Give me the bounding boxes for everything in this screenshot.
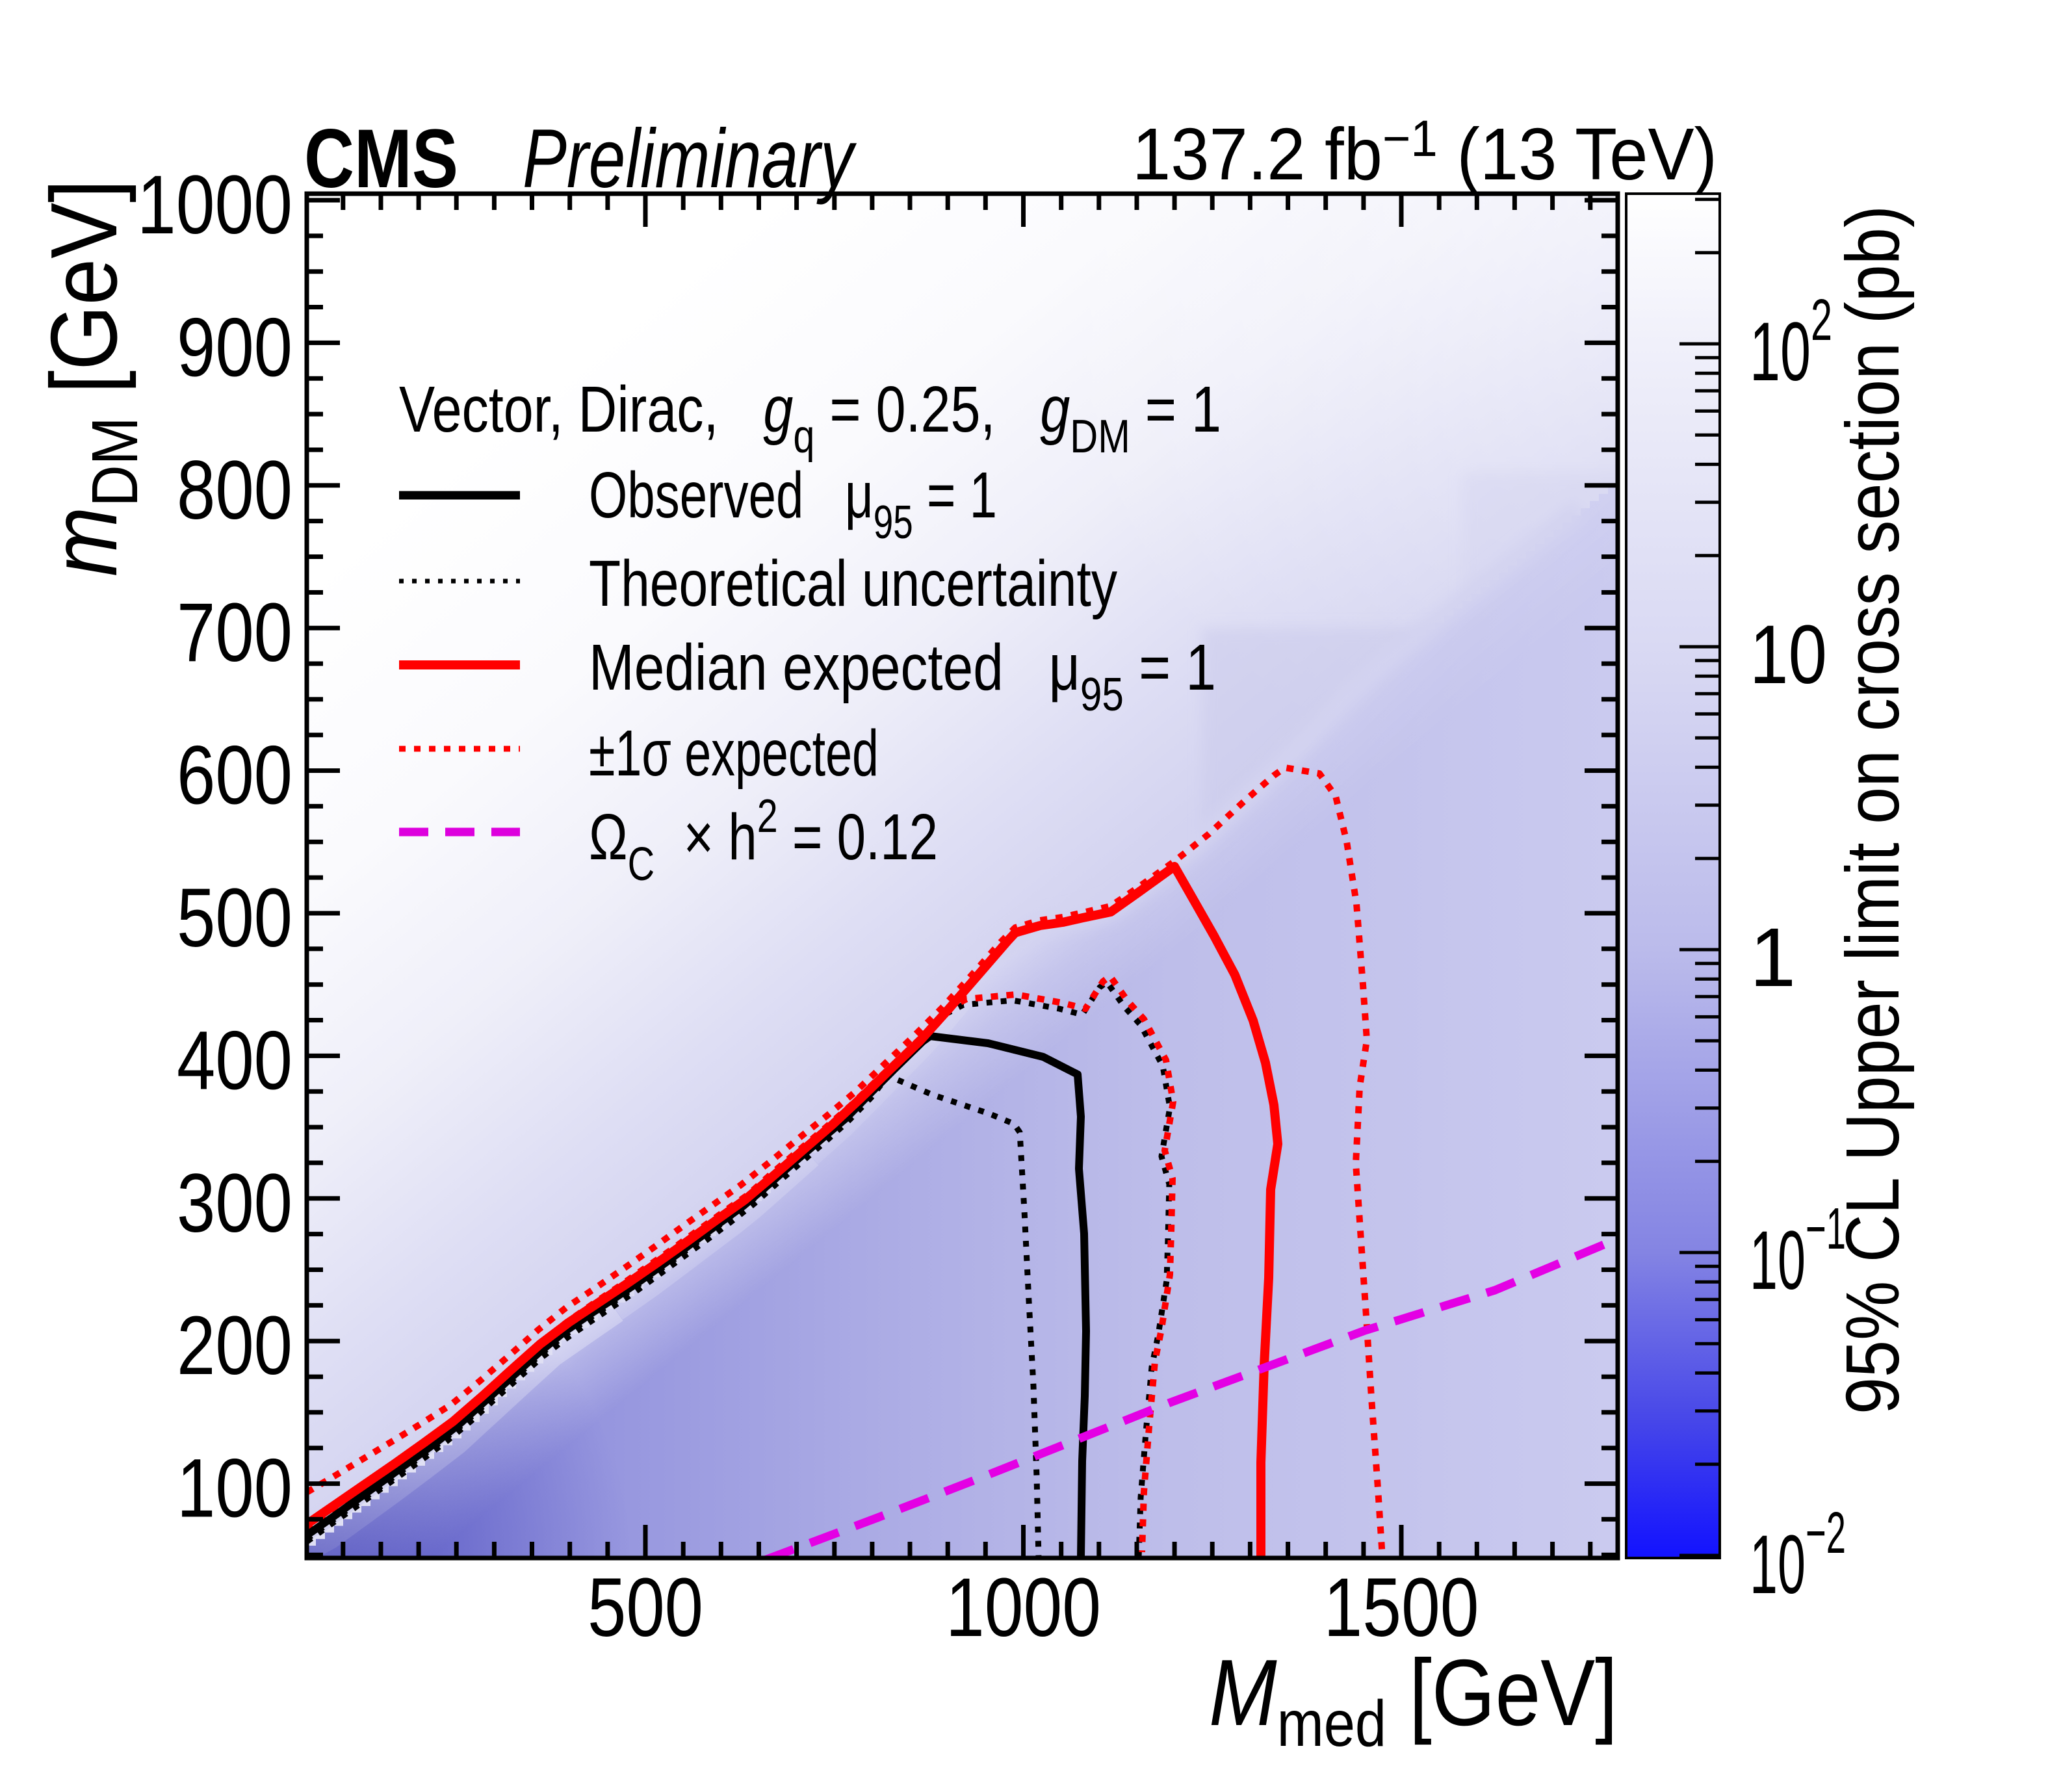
svg-text:10: 10 <box>1750 608 1827 701</box>
svg-text:CMS: CMS <box>304 112 458 205</box>
svg-text:Mmed [GeV]: Mmed [GeV] <box>1209 1640 1618 1760</box>
svg-text:Preliminary: Preliminary <box>523 112 857 205</box>
svg-text:900: 900 <box>177 301 292 394</box>
svg-text:200: 200 <box>177 1299 292 1392</box>
svg-text:102: 102 <box>1750 288 1832 398</box>
svg-text:800: 800 <box>177 444 292 537</box>
svg-text:95% CL Upper limit on cross se: 95% CL Upper limit on cross section (pb) <box>1830 205 1915 1414</box>
svg-text:100: 100 <box>177 1442 292 1535</box>
svg-text:±1σ expected: ±1σ expected <box>589 717 879 790</box>
svg-text:Theoretical uncertainty: Theoretical uncertainty <box>589 547 1117 620</box>
svg-text:10−1: 10−1 <box>1750 1197 1846 1307</box>
svg-text:137.2 fb−1 (13 TeV): 137.2 fb−1 (13 TeV) <box>1132 109 1717 195</box>
svg-text:300: 300 <box>177 1157 292 1250</box>
svg-text:1: 1 <box>1750 911 1796 1004</box>
svg-text:500: 500 <box>588 1561 703 1654</box>
svg-text:mDM [GeV]: mDM [GeV] <box>31 179 151 577</box>
svg-text:1000: 1000 <box>137 159 292 252</box>
svg-text:1000: 1000 <box>946 1561 1101 1654</box>
svg-text:500: 500 <box>177 872 292 965</box>
svg-text:700: 700 <box>177 586 292 679</box>
svg-text:400: 400 <box>177 1014 292 1107</box>
svg-text:600: 600 <box>177 729 292 822</box>
svg-text:1500: 1500 <box>1324 1561 1479 1654</box>
svg-text:10−2: 10−2 <box>1750 1501 1846 1611</box>
